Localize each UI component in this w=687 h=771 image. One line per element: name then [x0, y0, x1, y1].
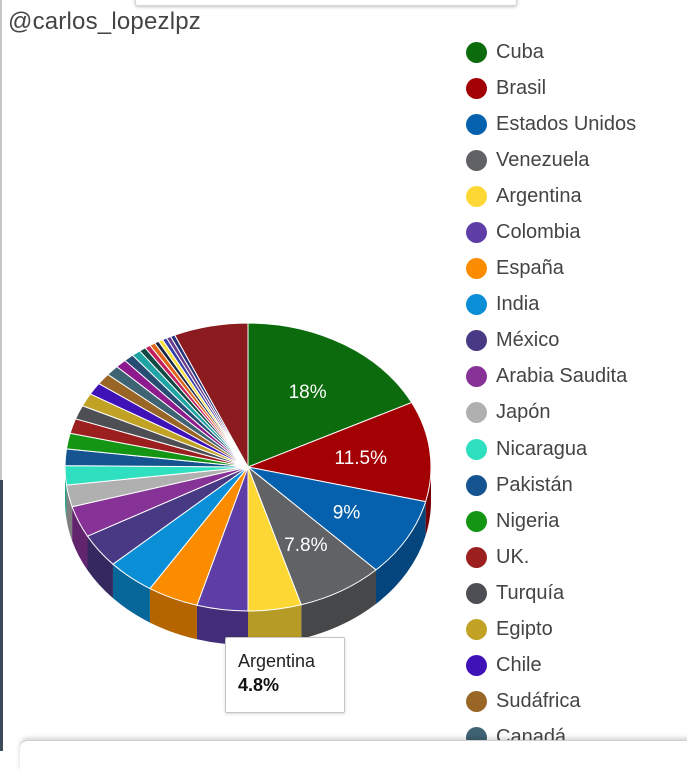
tooltip: Argentina 4.8% [225, 637, 345, 713]
legend-swatch [466, 655, 487, 677]
legend-swatch [466, 438, 487, 460]
legend-item[interactable]: Colombia [466, 214, 636, 250]
legend-item[interactable]: Sudáfrica [466, 684, 636, 720]
pie-slice-side [301, 569, 377, 639]
pie-slice[interactable] [246, 401, 432, 503]
legend: Cuba Brasil Estados Unidos Venezuela Argenti… [466, 34, 636, 756]
legend-label: Colombia [496, 221, 581, 244]
pie-slice-side [72, 506, 88, 571]
legend-label: Japón [496, 401, 551, 424]
legend-label: Venezuela [496, 148, 590, 171]
pie-slice[interactable] [247, 322, 413, 468]
pie-slice[interactable] [174, 322, 249, 469]
legend-item[interactable]: Nicaragua [466, 431, 636, 467]
bottom-sheet-edge [20, 740, 687, 771]
legend-item[interactable]: India [466, 287, 636, 323]
legend-label: Nicaragua [496, 437, 588, 460]
pie-slice-side [149, 588, 197, 640]
legend-swatch [466, 77, 487, 99]
legend-item[interactable]: Estados Unidos [466, 106, 636, 142]
pie-slice-side [425, 467, 431, 536]
legend-label: España [496, 257, 564, 280]
legend-swatch [466, 294, 487, 316]
pie-slice-side [66, 485, 73, 541]
legend-swatch [466, 691, 487, 713]
legend-label: India [496, 293, 540, 316]
legend-swatch [466, 185, 487, 207]
pie-slice[interactable] [247, 466, 427, 571]
pie-slice-side [112, 564, 150, 623]
legend-item[interactable]: Argentina [466, 178, 636, 214]
top-panel-edge [135, 0, 517, 6]
legend-label: Sudáfrica [496, 690, 581, 713]
watermark: @carlos_lopezlpz [8, 8, 201, 35]
legend-label: México [496, 329, 560, 352]
legend-item[interactable]: UK. [466, 539, 636, 575]
legend-swatch [466, 546, 487, 568]
legend-label: Argentina [496, 184, 582, 207]
legend-item[interactable]: Cuba [466, 34, 636, 70]
legend-swatch [466, 258, 487, 280]
legend-item[interactable]: Turquía [466, 575, 636, 611]
legend-label: Brasil [496, 76, 547, 99]
legend-swatch [466, 366, 487, 388]
tooltip-value: 4.8% [238, 675, 280, 695]
legend-swatch [466, 330, 487, 352]
side-handle [0, 480, 3, 751]
legend-item[interactable]: Pakistán [466, 467, 636, 503]
slice-value-label: 7.8% [284, 535, 327, 556]
pie-slice-side [376, 501, 426, 604]
legend-swatch [466, 510, 487, 532]
legend-swatch [466, 474, 487, 496]
tooltip-name: Argentina [238, 651, 316, 671]
legend-label: Arabia Saudita [496, 365, 628, 388]
legend-swatch [466, 149, 487, 171]
legend-label: Nigeria [496, 509, 560, 532]
slice-value-label: 9% [333, 502, 361, 523]
legend-item[interactable]: Brasil [466, 70, 636, 106]
legend-label: Pakistán [496, 473, 573, 496]
legend-swatch [466, 402, 487, 424]
slice-value-label: 11.5% [335, 448, 388, 469]
legend-swatch [466, 41, 487, 63]
legend-label: Turquía [496, 581, 565, 604]
pie-slice-side [87, 536, 113, 599]
pie-slice-side [196, 605, 248, 645]
legend-label: UK. [496, 545, 530, 568]
pie-side [65, 467, 431, 645]
legend-swatch [466, 619, 487, 641]
legend-label: Egipto [496, 618, 553, 641]
legend-item[interactable]: Venezuela [466, 142, 636, 178]
pie-chart[interactable]: 18% 11.5% 9% 7.8% [0, 0, 687, 751]
legend-swatch [466, 113, 487, 135]
legend-swatch [466, 222, 487, 244]
legend-item[interactable]: España [466, 251, 636, 287]
legend-item[interactable]: Arabia Saudita [466, 359, 636, 395]
screen-edge [0, 0, 2, 751]
pie-top [64, 322, 432, 612]
legend-item[interactable]: Egipto [466, 612, 636, 648]
legend-label: Chile [496, 654, 542, 677]
legend-swatch [466, 582, 487, 604]
legend-label: Estados Unidos [496, 112, 637, 135]
legend-label: Cuba [496, 40, 544, 63]
legend-item[interactable]: Japón [466, 395, 636, 431]
legend-item[interactable]: México [466, 323, 636, 359]
slice-value-label: 18% [289, 382, 327, 403]
legend-item[interactable]: Chile [466, 648, 636, 684]
legend-item[interactable]: Nigeria [466, 503, 636, 539]
